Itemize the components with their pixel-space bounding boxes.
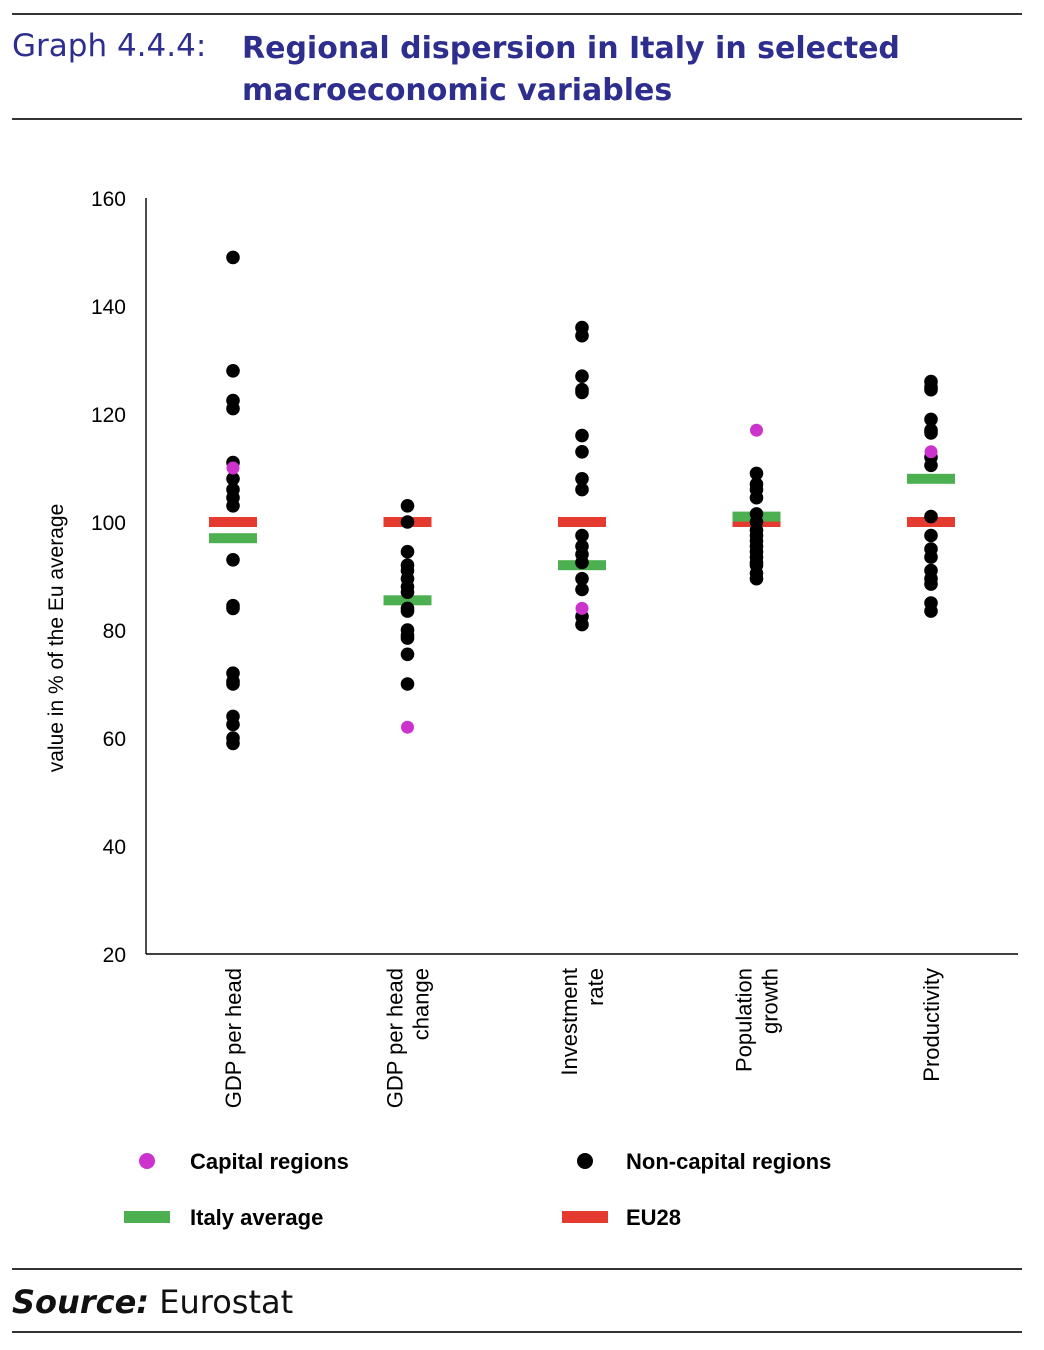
- title-rule: [12, 118, 1022, 120]
- x-category-label: GDP per head: [383, 968, 408, 1108]
- source-text: Eurostat: [159, 1283, 294, 1321]
- non-capital-region-point: [226, 677, 240, 691]
- legend-marker: [577, 1153, 593, 1169]
- legend-label: EU28: [626, 1205, 681, 1230]
- non-capital-region-point: [226, 601, 240, 616]
- bottom-rule: [12, 1331, 1022, 1333]
- graph-title: Regional dispersion in Italy in selected…: [242, 31, 900, 108]
- non-capital-region-point: [575, 582, 589, 597]
- source-rule: [12, 1268, 1022, 1270]
- non-capital-region-point: [575, 528, 589, 543]
- source-label: Source:: [12, 1283, 150, 1321]
- non-capital-region-point: [400, 585, 415, 599]
- capital-region-point: [924, 445, 938, 459]
- legend-label: Capital regions: [190, 1149, 349, 1174]
- non-capital-region-point: [924, 604, 938, 618]
- non-capital-region-point: [226, 736, 240, 751]
- non-capital-region-point: [226, 472, 240, 486]
- y-tick-label: 40: [103, 836, 126, 859]
- non-capital-region-point: [226, 499, 240, 513]
- non-capital-region-point: [400, 604, 415, 618]
- non-capital-region-point: [226, 717, 240, 732]
- x-category-label: rate: [583, 968, 608, 1006]
- legend-label: Italy average: [190, 1205, 323, 1230]
- non-capital-region-point: [749, 571, 764, 586]
- non-capital-region-point: [400, 515, 415, 529]
- x-category-label: Investment: [557, 968, 582, 1076]
- non-capital-region-point: [575, 571, 589, 586]
- non-capital-region-point: [400, 647, 415, 662]
- non-capital-region-point: [924, 509, 938, 524]
- y-axis-label: value in % of the Eu average: [45, 504, 68, 773]
- y-tick-label: 100: [91, 512, 126, 535]
- non-capital-region-point: [749, 490, 764, 505]
- legend-marker: [562, 1211, 608, 1223]
- capital-region-point: [750, 423, 763, 437]
- x-axis-category-labels: GDP per head GDP per head change Investment…: [221, 968, 944, 1108]
- non-capital-region-point: [924, 412, 938, 427]
- source-line: Source: Eurostat: [12, 1283, 293, 1321]
- eu28-bar: [558, 517, 606, 527]
- chart-marks: [209, 250, 955, 751]
- legend-label: Non-capital regions: [626, 1149, 831, 1174]
- italy-average-bar: [209, 533, 257, 544]
- non-capital-region-point: [924, 458, 938, 473]
- non-capital-region-point: [226, 250, 240, 265]
- non-capital-region-point: [575, 428, 589, 443]
- non-capital-region-point: [575, 445, 589, 459]
- non-capital-region-point: [575, 617, 589, 632]
- chart-legend: Capital regions Non-capital regions Italy …: [124, 1149, 831, 1230]
- x-category-label: Productivity: [919, 968, 944, 1082]
- capital-region-point: [401, 720, 414, 734]
- y-tick-label: 120: [91, 404, 126, 427]
- non-capital-region-point: [924, 426, 938, 440]
- legend-marker: [139, 1153, 155, 1169]
- y-axis-ticks: 20 40 60 80 100 120 140 160: [91, 188, 126, 967]
- y-tick-label: 80: [103, 620, 126, 643]
- eu28-bar: [209, 517, 257, 527]
- x-category-label: growth: [758, 968, 783, 1034]
- non-capital-region-point: [400, 544, 415, 559]
- legend-marker: [124, 1211, 170, 1223]
- x-category-label: Population: [732, 968, 757, 1072]
- x-category-label: GDP per head: [221, 968, 246, 1108]
- x-category-label: change: [409, 968, 434, 1040]
- top-rule: [12, 13, 1022, 15]
- capital-region-point: [575, 601, 589, 615]
- y-tick-label: 160: [91, 188, 126, 211]
- non-capital-region-point: [575, 555, 589, 570]
- non-capital-region-point: [400, 499, 415, 513]
- non-capital-region-point: [400, 677, 415, 691]
- non-capital-region-point: [924, 382, 938, 397]
- italy-average-bar: [383, 595, 432, 606]
- italy-average-bar: [907, 473, 955, 484]
- chart: 20 40 60 80 100 120 140 160 value in % of the E…: [45, 188, 1018, 1230]
- y-tick-label: 20: [103, 944, 126, 967]
- non-capital-region-point: [575, 472, 589, 486]
- y-tick-label: 60: [103, 728, 126, 751]
- non-capital-region-point: [226, 364, 240, 378]
- non-capital-region-point: [226, 401, 240, 416]
- figure-header: Graph 4.4.4: Regional dispersion in Ital…: [12, 26, 1022, 116]
- non-capital-region-point: [575, 482, 589, 497]
- non-capital-region-point: [400, 631, 415, 645]
- non-capital-region-point: [575, 328, 589, 343]
- non-capital-region-point: [924, 577, 938, 591]
- capital-region-point: [226, 461, 240, 475]
- non-capital-region-point: [575, 369, 589, 383]
- y-tick-label: 140: [91, 296, 126, 319]
- non-capital-region-point: [924, 550, 938, 564]
- non-capital-region-point: [226, 553, 240, 567]
- non-capital-region-point: [924, 528, 938, 543]
- non-capital-region-point: [749, 466, 764, 481]
- non-capital-region-point: [575, 385, 589, 400]
- graph-number: Graph 4.4.4:: [12, 28, 207, 64]
